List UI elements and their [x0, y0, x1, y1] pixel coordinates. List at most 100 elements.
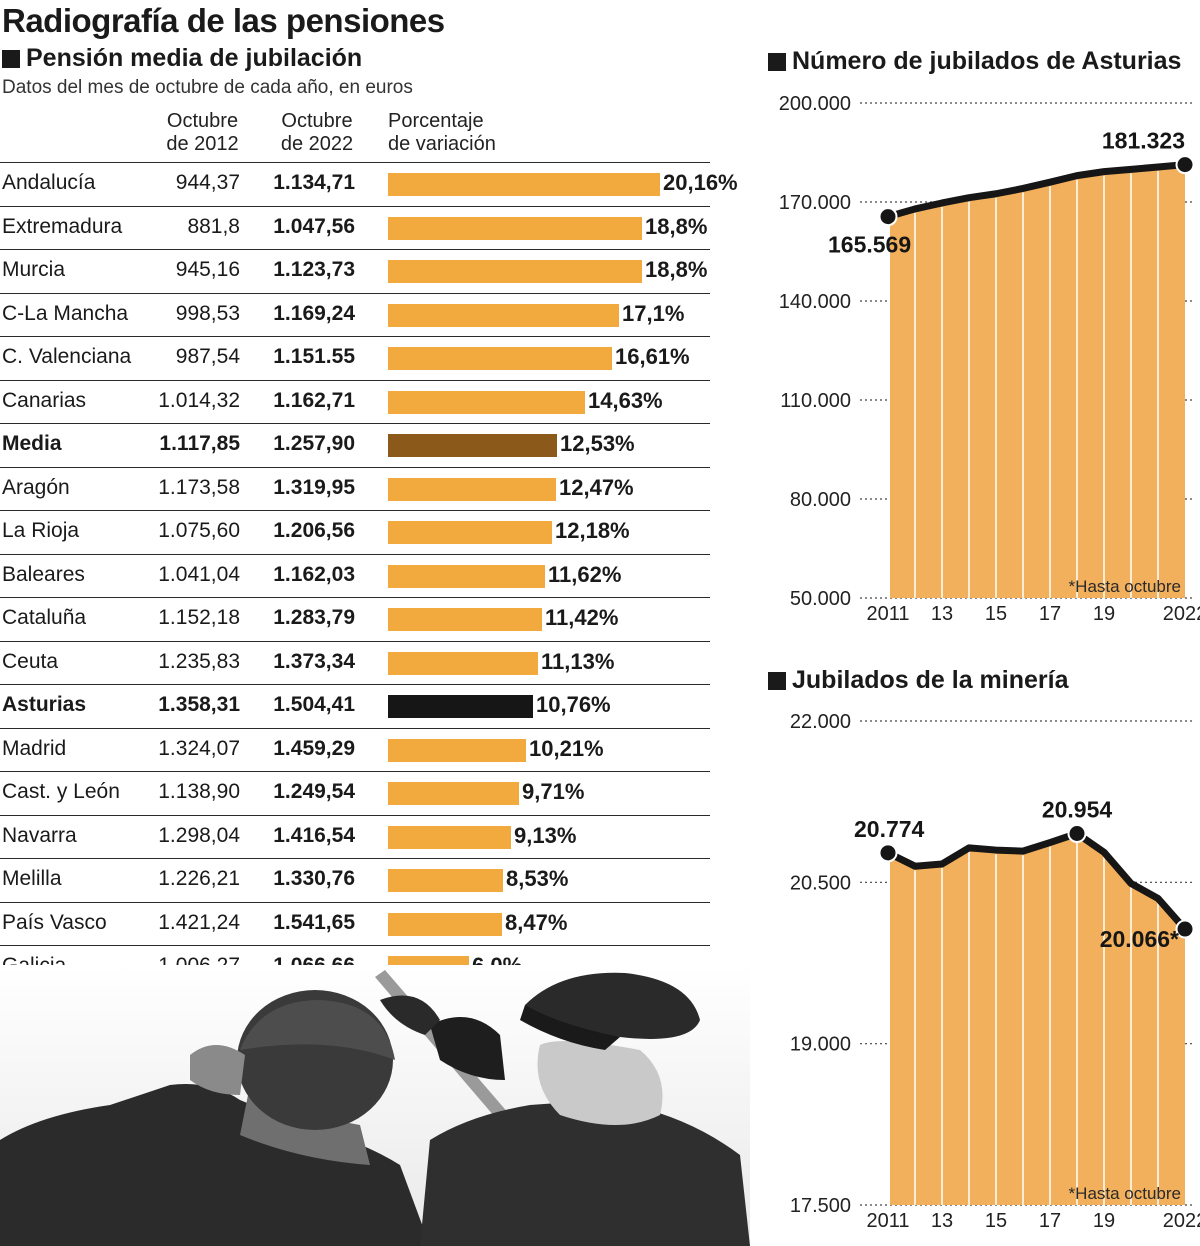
- value-2012: 1.014,32: [158, 388, 240, 412]
- col-header-pct-text: Porcentaje de variación: [388, 110, 496, 155]
- section-square-icon: [2, 49, 20, 68]
- variation-label: 8,53%: [506, 866, 569, 891]
- col-header-2012-text: Octubre de 2012: [166, 110, 239, 155]
- value-2022: 1.123,73: [273, 258, 355, 281]
- variation-bar: [388, 434, 557, 457]
- value-2012: 1.421,24: [158, 910, 240, 934]
- y-tick-label: 170.000: [779, 192, 851, 214]
- value-2022: 1.283,79: [273, 606, 355, 629]
- variation-bar: [388, 564, 545, 588]
- x-tick-label: 15: [985, 1210, 1007, 1232]
- mineria-area-chart: 17.500 19.000 20.500 22.000 20.774 20.954 20.0…: [790, 711, 1200, 1232]
- value-2022: 1.249,54: [273, 780, 355, 803]
- region-name: Extremadura: [2, 214, 123, 238]
- series-line: [887, 161, 1186, 220]
- variation-label: 9,71%: [522, 779, 585, 804]
- variation-bar: [388, 216, 642, 240]
- variation-bar: [388, 651, 538, 675]
- y-tick-label: 22.000: [790, 711, 851, 733]
- variation-label: 8,47%: [505, 909, 568, 935]
- variation-bar: [388, 303, 619, 327]
- table-row: C. Valenciana 987,54 1.151.55 16,61%: [0, 337, 710, 381]
- data-label: 165.569: [828, 232, 911, 258]
- table-row: Media 1.117,85 1.257,90 12,53%: [0, 424, 710, 468]
- variation-bar: [388, 738, 526, 762]
- x-tick-label: 19: [1093, 603, 1115, 625]
- y-tick-label: 17.500: [790, 1195, 851, 1217]
- x-tick-label: 2022: [1163, 1210, 1200, 1232]
- data-point: [1067, 824, 1087, 844]
- value-2022: 1.162,03: [273, 562, 355, 586]
- data-point: [878, 843, 898, 863]
- x-tick-label: 2022: [1163, 603, 1200, 625]
- variation-bar: [388, 782, 519, 805]
- col-header-2022: Octubre de 2022: [272, 110, 362, 156]
- region-name: Baleares: [2, 562, 85, 586]
- value-2012: 1.152,18: [158, 606, 240, 629]
- section-square-icon: [768, 52, 786, 71]
- variation-bar: [388, 869, 503, 892]
- variation-bar: [388, 477, 556, 501]
- variation-label: 14,63%: [588, 387, 663, 413]
- x-tick-label: 17: [1039, 603, 1061, 625]
- footnote: *Hasta octubre: [1069, 577, 1181, 596]
- table-row: Baleares 1.041,04 1.162,03 11,62%: [0, 555, 710, 598]
- region-name: Aragón: [2, 475, 70, 499]
- x-tick-label: 2011: [866, 1210, 909, 1232]
- mineria-section-title: Jubilados de la minería: [768, 666, 1068, 695]
- data-point: [1175, 155, 1195, 175]
- value-2022: 1.206,56: [273, 519, 355, 542]
- region-name: Cast. y León: [2, 780, 120, 803]
- value-2012: 1.041,04: [158, 562, 240, 586]
- variation-label: 10,21%: [529, 735, 604, 761]
- data-label: 20.954: [1042, 797, 1113, 823]
- value-2022: 1.134,71: [273, 171, 355, 194]
- table-row: Cast. y León 1.138,90 1.249,54 9,71%: [0, 772, 710, 816]
- variation-label: 18,8%: [645, 257, 708, 282]
- x-tick-label: 15: [985, 603, 1007, 625]
- region-name: Murcia: [2, 258, 66, 281]
- region-name: Cataluña: [2, 606, 87, 629]
- value-2022: 1.459,29: [273, 736, 355, 760]
- area-fill: [890, 833, 1185, 1205]
- footnote: *Hasta octubre: [1069, 1184, 1181, 1203]
- y-tick-label: 20.500: [790, 872, 851, 894]
- y-tick-label: 50.000: [790, 588, 851, 610]
- variation-label: 17,1%: [622, 300, 685, 326]
- region-name: Ceuta: [2, 649, 59, 673]
- variation-label: 16,61%: [615, 344, 690, 369]
- x-tick-label: 2011: [866, 603, 909, 625]
- data-label: 20.774: [854, 816, 925, 842]
- variation-label: 20,16%: [663, 170, 738, 195]
- col-header-2022-text: Octubre de 2022: [280, 110, 354, 155]
- variation-bar: [388, 695, 533, 718]
- region-name: C-La Mancha: [2, 301, 129, 325]
- table-row: Asturias 1.358,31 1.504,41 10,76%: [0, 685, 710, 729]
- value-2012: 1.173,58: [158, 475, 240, 499]
- region-name: La Rioja: [2, 519, 80, 542]
- table-row: C-La Mancha 998,53 1.169,24 17,1%: [0, 294, 710, 337]
- mineria-section-label: Jubilados de la minería: [792, 666, 1069, 694]
- series-line: [886, 830, 1188, 932]
- region-name: Media: [2, 432, 62, 455]
- page-title: Radiografía de las pensiones: [2, 2, 445, 39]
- variation-bar: [388, 608, 542, 631]
- retirees-photo-icon: [0, 965, 750, 1246]
- variation-bar: [388, 912, 502, 936]
- value-2012: 1.226,21: [158, 867, 240, 890]
- value-2022: 1.416,54: [273, 823, 355, 847]
- value-2012: 998,53: [175, 301, 240, 325]
- x-tick-label: 19: [1093, 1210, 1115, 1232]
- variation-label: 12,18%: [555, 518, 630, 543]
- variation-label: 12,47%: [559, 474, 634, 500]
- table-row: Murcia 945,16 1.123,73 18,8%: [0, 250, 710, 294]
- value-2012: 1.324,07: [158, 736, 240, 760]
- table-row: Canarias 1.014,32 1.162,71 14,63%: [0, 381, 710, 424]
- variation-bar: [388, 260, 642, 283]
- table-row: Extremadura 881,8 1.047,56 18,8%: [0, 207, 710, 250]
- value-2012: 1.235,83: [158, 649, 240, 673]
- variation-bar: [388, 390, 585, 414]
- y-tick-label: 200.000: [779, 93, 851, 115]
- col-header-2012: Octubre de 2012: [160, 110, 245, 156]
- table-row: Navarra 1.298,04 1.416,54 9,13%: [0, 816, 710, 859]
